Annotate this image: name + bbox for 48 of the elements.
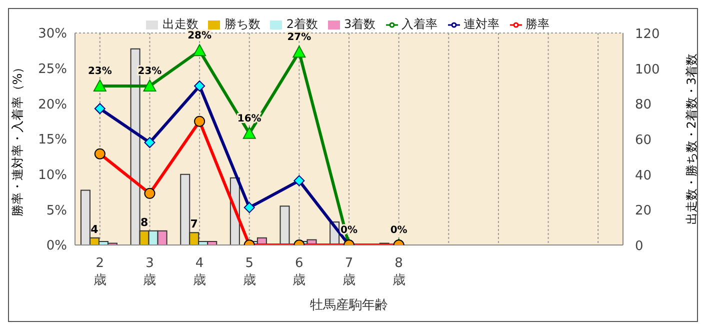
data-label: 4	[90, 222, 99, 236]
point	[294, 175, 305, 186]
x-tick-label: 4 歳	[193, 256, 206, 288]
y2-tick-label: 120	[635, 27, 660, 42]
y-tick-label: 15%	[38, 132, 67, 148]
x-axis-title: 牡馬産駒年齢	[310, 297, 388, 313]
legend-label: 勝ち数	[224, 17, 260, 31]
bar	[280, 206, 290, 245]
data-label: 28%	[188, 30, 212, 42]
x-tick-label: 8 歳	[392, 256, 406, 288]
x-tick-label: 7 歳	[342, 256, 356, 288]
y2-tick-label: 20	[635, 204, 652, 219]
data-label: 8	[140, 216, 148, 229]
y2-tick-label: 0	[635, 239, 644, 254]
legend-label: 3着数	[344, 17, 376, 31]
y2-tick-label: 80	[635, 98, 652, 113]
y-tick-label: 10%	[38, 168, 67, 183]
point	[242, 126, 256, 139]
legend-label: 勝率	[526, 17, 550, 31]
point	[194, 80, 206, 92]
point	[292, 46, 306, 58]
y-tick-label: 30%	[38, 26, 67, 42]
data-label: 27%	[287, 32, 312, 44]
y-tick-label: 20%	[38, 97, 67, 112]
point	[193, 44, 206, 56]
x-tick-label: 2 歳	[93, 256, 106, 288]
x-tick-label: 6 歳	[292, 256, 306, 288]
x-tick-label: 5 歳	[242, 256, 256, 288]
legend-label: 出走数	[162, 17, 198, 31]
point	[93, 80, 106, 92]
y2-tick-label: 40	[635, 168, 652, 184]
y2-axis-title: 出走数・勝ち数・2着数・3着数	[684, 53, 698, 225]
y2-tick-label: 100	[635, 62, 660, 78]
y-tick-label: 0%	[46, 238, 67, 254]
y-tick-label: 25%	[38, 62, 67, 77]
data-label: 0%	[390, 225, 408, 236]
legend-label: 連対率	[464, 17, 500, 31]
y-tick-label: 5%	[46, 203, 67, 218]
point	[143, 80, 156, 92]
legend-label: 2着数	[286, 17, 318, 31]
point	[94, 103, 106, 114]
data-label: 23%	[88, 66, 112, 77]
legend-label: 入着率	[402, 17, 438, 31]
y-axis-title: 勝率・連対率・入着率（%）	[10, 61, 24, 217]
x-tick-label: 3 歳	[143, 256, 156, 288]
y2-tick-label: 60	[635, 133, 652, 148]
data-label: 7	[190, 218, 198, 231]
point	[144, 137, 156, 148]
